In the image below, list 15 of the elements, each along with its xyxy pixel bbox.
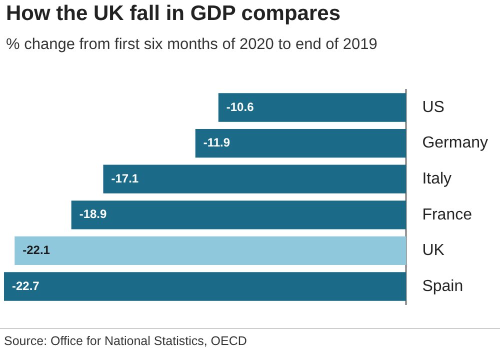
data-label: -22.1	[22, 243, 50, 258]
chart-subtitle: % change from first six months of 2020 to end of 2019	[6, 36, 378, 54]
y-tick-label: Germany	[422, 134, 488, 152]
data-label: -10.6	[226, 100, 254, 114]
data-label: -22.7	[12, 278, 40, 293]
data-label: -11.9	[203, 136, 230, 150]
y-tick-label: Italy	[422, 170, 452, 188]
y-tick-label: UK	[422, 242, 445, 260]
chart-title: How the UK fall in GDP compares	[6, 2, 341, 26]
data-label: -17.1	[111, 171, 139, 186]
source-note: Source: Office for National Statistics, OECD	[4, 334, 247, 348]
y-tick-label: US	[422, 98, 444, 116]
data-label: -18.9	[79, 207, 108, 222]
y-tick-label: France	[422, 206, 472, 224]
y-tick-label: Spain	[422, 278, 464, 295]
